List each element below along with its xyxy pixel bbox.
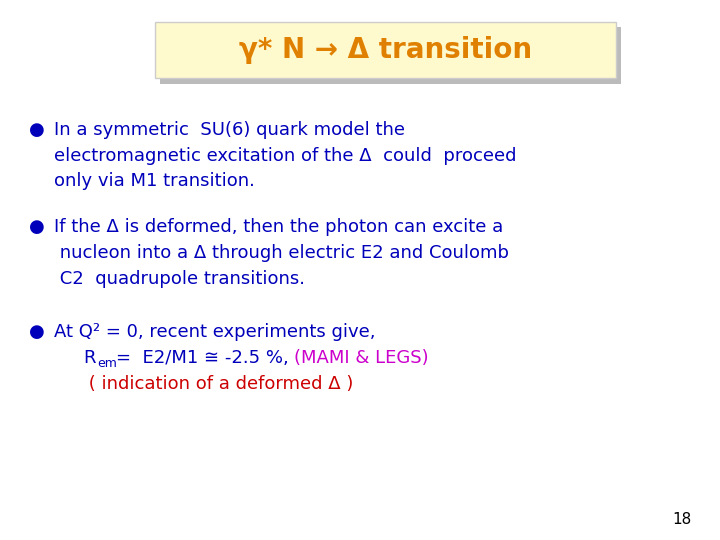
- Text: ( indication of a deformed Δ ): ( indication of a deformed Δ ): [83, 375, 354, 393]
- Text: em: em: [97, 357, 117, 370]
- Text: nucleon into a Δ through electric E2 and Coulomb: nucleon into a Δ through electric E2 and…: [54, 244, 509, 262]
- Text: ●: ●: [29, 323, 45, 341]
- Text: γ* N → Δ transition: γ* N → Δ transition: [238, 36, 532, 64]
- Text: only via M1 transition.: only via M1 transition.: [54, 172, 255, 191]
- Text: In a symmetric  SU(6) quark model the: In a symmetric SU(6) quark model the: [54, 120, 405, 139]
- Text: C2  quadrupole transitions.: C2 quadrupole transitions.: [54, 269, 305, 288]
- Text: electromagnetic excitation of the Δ  could  proceed: electromagnetic excitation of the Δ coul…: [54, 146, 516, 165]
- Text: ●: ●: [29, 120, 45, 139]
- Text: 18: 18: [672, 511, 691, 526]
- Text: =  E2/M1 ≅ -2.5 %,: = E2/M1 ≅ -2.5 %,: [116, 349, 294, 367]
- Text: If the Δ is deformed, then the photon can excite a: If the Δ is deformed, then the photon ca…: [54, 218, 503, 236]
- Text: At Q² = 0, recent experiments give,: At Q² = 0, recent experiments give,: [54, 323, 376, 341]
- FancyBboxPatch shape: [160, 27, 621, 84]
- Text: ●: ●: [29, 218, 45, 236]
- FancyBboxPatch shape: [155, 22, 616, 78]
- Text: (MAMI & LEGS): (MAMI & LEGS): [294, 349, 429, 367]
- Text: R: R: [83, 349, 95, 367]
